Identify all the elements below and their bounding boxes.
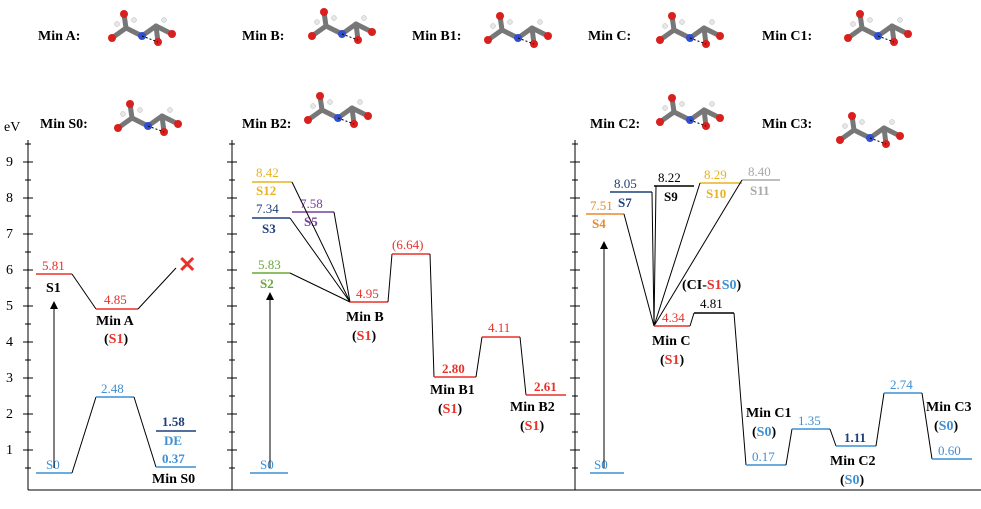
panel-a: S0 5.81 S1 4.85 Min A (S1) ✕ 2.48 1.58 D… (36, 252, 196, 487)
value-a-ts: 2.48 (101, 381, 124, 396)
value-b-s3: 7.34 (256, 201, 279, 216)
tick-label-2: 2 (6, 407, 13, 422)
value-c-s10: 8.29 (704, 167, 727, 182)
molecule-min-c1-image (844, 10, 912, 46)
tick-label-7: 7 (6, 227, 13, 242)
value-b-s2: 5.83 (258, 257, 281, 272)
axis-tick-labels: 1 2 3 4 5 6 7 8 9 (6, 155, 13, 458)
value-min-c3: 0.60 (938, 443, 961, 458)
tick-label-6: 6 (6, 263, 13, 278)
value-b-ts: (6.64) (392, 237, 423, 252)
value-min-a: 4.85 (104, 292, 127, 307)
value-min-c1: 0.17 (752, 449, 775, 464)
label-c-s9: S9 (664, 189, 678, 204)
label-min-s0: Min S0: (40, 117, 88, 132)
state-min-b1: (S1) (438, 402, 462, 417)
label-c-s10: S10 (706, 186, 726, 201)
panel-b: S0 8.42 S12 7.58 S5 7.34 S3 5.83 S2 4.95… (250, 165, 566, 474)
name-min-c3: Min C3 (926, 400, 972, 415)
molecule-min-c-image (656, 12, 724, 48)
molecule-min-b2-image (304, 92, 372, 128)
label-a-s1: S1 (46, 281, 61, 296)
label-b-s12: S12 (256, 183, 276, 198)
value-ci: 4.81 (700, 296, 723, 311)
label-min-a: Min A: (38, 29, 80, 44)
tick-label-1: 1 (6, 443, 13, 458)
molecule-min-c2-image (656, 94, 724, 130)
label-b-s3: S3 (262, 221, 276, 236)
label-b-s2: S2 (260, 276, 274, 291)
name-min-b: Min B (346, 310, 384, 325)
tick-label-3: 3 (6, 371, 13, 386)
cross-icon: ✕ (178, 252, 196, 277)
state-min-b: (S1) (352, 329, 376, 344)
molecule-min-a-image (108, 10, 176, 46)
label-min-b1: Min B1: (412, 29, 461, 44)
state-min-c2: (S0) (840, 473, 864, 488)
label-min-b2: Min B2: (242, 117, 291, 132)
label-min-c: Min C: (588, 29, 631, 44)
name-min-b1: Min B1 (430, 383, 475, 398)
value-b-ts2: 4.11 (488, 320, 510, 335)
value-c-s9: 8.22 (658, 170, 681, 185)
label-a-s0: S0 (46, 457, 60, 472)
name-min-b2: Min B2 (510, 400, 555, 415)
name-min-c2: Min C2 (830, 454, 876, 469)
state-min-a: (S1) (104, 332, 128, 347)
label-min-c1: Min C1: (762, 29, 812, 44)
tick-label-9: 9 (6, 155, 13, 170)
tick-label-8: 8 (6, 191, 13, 206)
value-c-ts2: 2.74 (890, 377, 913, 392)
label-de: DE (164, 433, 182, 448)
value-min-b: 4.95 (356, 286, 379, 301)
name-min-c1: Min C1 (746, 406, 792, 421)
molecule-min-c3-image (836, 112, 904, 148)
value-c-s4: 7.51 (590, 198, 613, 213)
value-c-s11: 8.40 (748, 164, 771, 179)
tick-label-5: 5 (6, 299, 13, 314)
label-c-s7: S7 (618, 195, 632, 210)
label-min-b: Min B: (242, 29, 284, 44)
value-de: 1.58 (162, 414, 185, 429)
axis-unit-label: eV (4, 120, 20, 135)
value-b-s12: 8.42 (256, 165, 279, 180)
name-min-c: Min C (652, 334, 691, 349)
molecule-min-b1-image (484, 12, 552, 48)
molecule-min-b-image (308, 8, 376, 44)
value-min-c: 4.34 (662, 310, 685, 325)
value-min-b2: 2.61 (534, 379, 557, 394)
tick-label-4: 4 (6, 335, 13, 350)
name-min-a: Min A (96, 314, 135, 329)
molecule-structures: Min A: Min B: Min B1: Min C: Min C1: Min… (38, 8, 912, 148)
label-c-s11: S11 (750, 183, 770, 198)
state-min-c: (S1) (660, 353, 684, 368)
label-ci: (CI-S1S0) (682, 278, 741, 293)
label-min-c2: Min C2: (590, 117, 640, 132)
state-min-c1: (S0) (752, 425, 776, 440)
value-a-s1: 5.81 (42, 258, 65, 273)
value-c-ts1: 1.35 (798, 413, 821, 428)
value-b-s5: 7.58 (300, 196, 323, 211)
label-min-c3: Min C3: (762, 117, 812, 132)
label-c-s0: S0 (594, 457, 608, 472)
value-min-c2: 1.11 (844, 430, 866, 445)
name-min-s0: Min S0 (152, 472, 195, 487)
label-b-s0: S0 (260, 457, 274, 472)
label-c-s4: S4 (592, 216, 606, 231)
value-min-s0: 0.37 (162, 451, 185, 466)
axis-ticks (23, 143, 580, 469)
panel-c: S0 7.51 S4 8.05 S7 8.22 S9 8.29 S10 8.40… (586, 164, 972, 488)
molecule-min-s0-image (114, 100, 182, 136)
value-c-s7: 8.05 (614, 176, 637, 191)
value-min-b1: 2.80 (442, 361, 465, 376)
state-min-c3: (S0) (934, 419, 958, 434)
state-min-b2: (S1) (520, 419, 544, 434)
